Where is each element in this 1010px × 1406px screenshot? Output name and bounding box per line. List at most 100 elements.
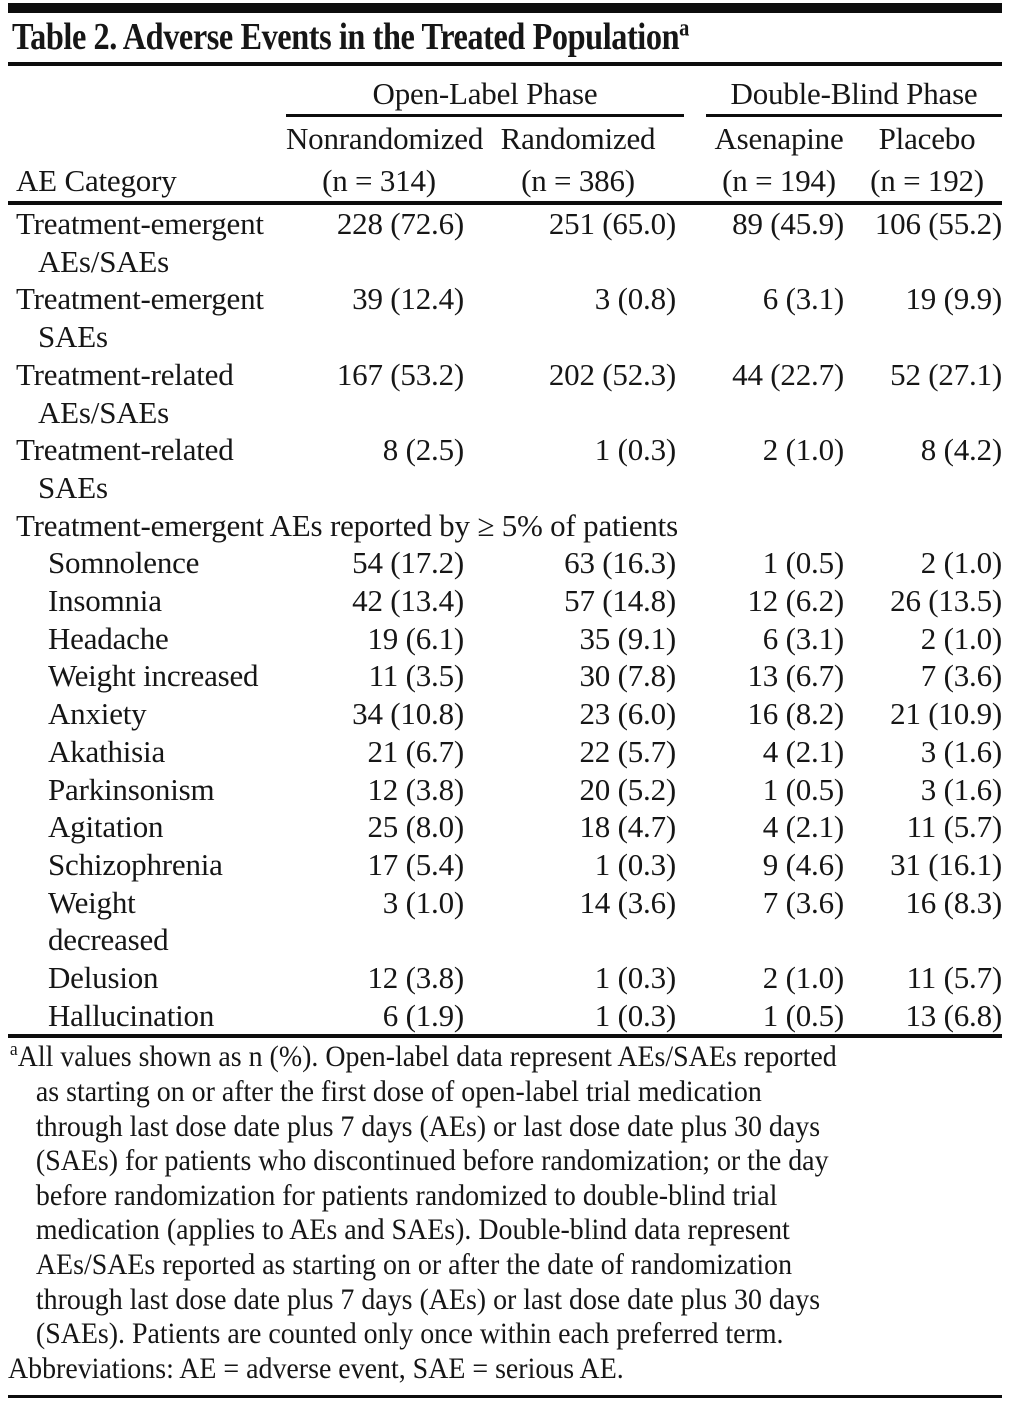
row-label: Weight increased [48,658,259,694]
category-cell: Insomnia [8,582,286,620]
footnote-rule [8,1034,1002,1039]
value-cell: 44 (22.7) [732,356,845,392]
footnote-line: through last dose date plus 7 days (AEs)… [35,1282,821,1316]
value-cell: 12 (3.8) [367,771,464,807]
row-label: Treatment-related [16,356,234,392]
value-cell: 3 (0.8) [594,281,677,317]
top-rule [8,3,1002,13]
value-cell: 4 (2.1) [762,809,845,845]
gap-cell [684,116,706,158]
value-cell: 1 (0.5) [762,771,845,807]
n-asenapine: (n = 194) [706,157,853,205]
row-label-continued: SAEs [38,469,108,505]
value-cell: 21 (6.7) [367,733,464,769]
table-row: Anxiety 34 (10.8) 23 (6.0) 16 (8.2) 21 (10.9… [8,695,1002,733]
gap-cell [684,544,706,582]
gap-cell [684,884,706,959]
title-rule [8,62,1002,66]
phase-spanner-row: Open-Label Phase Double-Blind Phase [8,66,1003,117]
spanner-gap [684,66,706,116]
table-row: Insomnia 42 (13.4) 57 (14.8) 12 (6.2) 26 (13… [8,582,1002,620]
value-cell: 35 (9.1) [579,620,677,656]
double-blind-phase-spanner: Double-Blind Phase [706,66,1003,117]
n-placebo: (n = 192) [852,157,1003,205]
value-cell: 11 (5.7) [906,809,1003,845]
value-cell: 1 (0.3) [594,960,677,996]
category-cell: Delusion [8,959,286,997]
row-label: Akathisia [48,733,166,769]
gap-cell [684,695,706,733]
section-row: Treatment-emergent AEs reported by ≥ 5% … [8,507,1002,545]
row-label: Anxiety [48,696,147,732]
n-nonrandomized: (n = 314) [286,157,472,205]
value-cell: 3 (1.0) [382,884,464,920]
footnote-line: as starting on or after the first dose o… [35,1075,762,1109]
value-cell: 2 (1.0) [762,432,845,468]
table-row: Headache 19 (6.1) 35 (9.1) 6 (3.1) 2 (1.0) [8,620,1002,658]
value-cell: 11 (3.5) [368,658,465,694]
row-label: Weight [48,884,136,920]
value-cell: 6 (3.1) [762,620,845,656]
row-label-continued: AEs/SAEs [38,394,170,430]
value-cell: 106 (55.2) [874,206,1003,241]
value-cell: 11 (5.7) [906,960,1003,996]
value-cell: 167 (53.2) [336,356,464,392]
value-cell: 4 (2.1) [762,733,845,769]
gap-cell [684,157,707,205]
value-cell: 12 (6.2) [747,583,845,619]
gap-cell [684,808,706,846]
gap-cell [684,582,706,620]
value-cell: 89 (45.9) [732,206,845,241]
col-header-randomized: Randomized [500,121,656,156]
category-cell: Agitation [8,808,286,846]
value-cell: 12 (3.8) [367,960,464,996]
value-cell: 1 (0.5) [762,545,845,581]
row-label-continued: AEs/SAEs [38,243,170,279]
row-label-continued: decreased [48,922,169,958]
gap-cell [684,280,706,355]
bottom-rule [8,1395,1002,1399]
category-cell: Anxiety [8,695,286,733]
footnote-line: before randomization for patients random… [35,1178,778,1212]
value-cell: 22 (5.7) [579,733,677,769]
value-cell: 228 (72.6) [336,206,464,241]
value-cell: 1 (0.3) [594,432,677,468]
value-cell: 3 (1.6) [920,733,1003,769]
value-cell: 7 (3.6) [920,658,1003,694]
value-cell: 9 (4.6) [762,846,845,882]
value-cell: 13 (6.8) [905,997,1003,1033]
value-cell: 63 (16.3) [564,545,677,581]
open-label-phase-spanner: Open-Label Phase [286,66,685,117]
table-header: Open-Label Phase Double-Blind Phase Nonr… [8,66,1003,205]
value-cell: 26 (13.5) [890,583,1003,619]
row-label: Delusion [48,960,159,996]
gap-cell [684,846,706,884]
value-cell: 25 (8.0) [367,809,464,845]
category-cell: Headache [8,620,286,658]
table-row: Treatment-emergent SAEs 39 (12.4) 3 (0.8) 6 … [8,280,1002,355]
value-cell: 2 (1.0) [920,545,1003,581]
value-cell: 2 (1.0) [920,620,1003,656]
value-cell: 19 (9.9) [905,281,1003,317]
gap-cell [684,620,706,658]
value-cell: 6 (1.9) [382,997,464,1033]
category-cell: Treatment-related AEs/SAEs [8,356,286,431]
row-label: Treatment-emergent [16,281,264,317]
value-cell: 52 (27.1) [890,356,1003,392]
category-cell: Somnolence [8,544,286,582]
adverse-events-table: Open-Label Phase Double-Blind Phase Nonr… [8,66,1002,1034]
category-cell: Treatment-emergent SAEs [8,280,286,355]
value-cell: 1 (0.5) [762,997,845,1033]
category-cell: Schizophrenia [8,846,286,884]
empty-corner-cell [8,66,286,116]
value-cell: 16 (8.3) [905,884,1003,920]
table-title: Table 2. Adverse Events in the Treated P… [12,13,990,62]
table-row: Treatment-related SAEs 8 (2.5) 1 (0.3) 2 (1.… [8,431,1002,506]
category-cell: Weight increased [8,657,286,695]
column-name-row: Nonrandomized Randomized Asenapine Place… [8,116,1002,158]
ae-category-header: AE Category [8,157,286,205]
value-cell: 21 (10.9) [890,696,1003,732]
gap-cell [684,733,706,771]
category-cell: Hallucination [8,997,286,1035]
row-label: Agitation [48,809,164,845]
